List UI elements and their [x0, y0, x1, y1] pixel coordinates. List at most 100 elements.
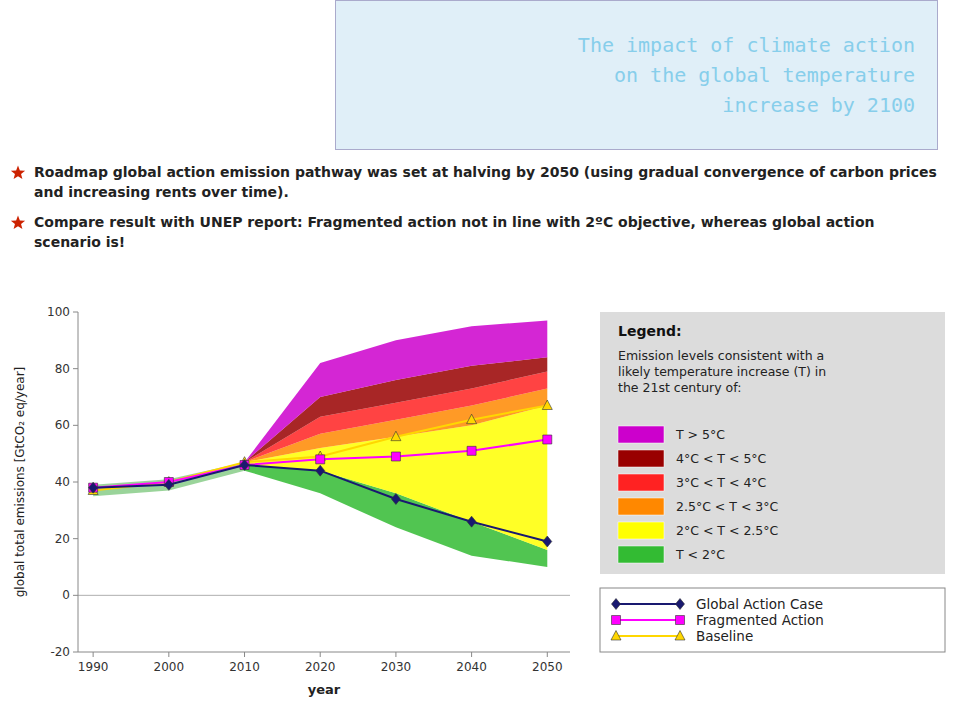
x-tick-label: 2040 [456, 660, 487, 674]
legend-swatch [618, 546, 664, 563]
y-tick [73, 595, 78, 596]
legend-swatch [618, 498, 664, 515]
chart: 1990200020102020203020402050-20020406080… [0, 0, 960, 709]
marker [240, 460, 249, 471]
x-tick [320, 652, 321, 657]
marker [542, 400, 552, 410]
marker [391, 494, 400, 505]
y-tick [73, 312, 78, 313]
y-tick-label: 100 [47, 305, 70, 319]
y-tick-label: -20 [50, 645, 70, 659]
legend-label: Fragmented Action [696, 612, 824, 628]
marker [467, 446, 476, 455]
legend-marker [676, 599, 685, 610]
x-tick [547, 652, 548, 657]
legend-label: 3°C < T < 4°C [676, 475, 767, 490]
legend-label: 4°C < T < 5°C [676, 451, 767, 466]
legend-label: 2.5°C < T < 3°C [676, 499, 779, 514]
marker [467, 414, 477, 424]
x-tick-label: 2050 [532, 660, 563, 674]
y-tick-label: 60 [55, 418, 70, 432]
y-tick-label: 0 [62, 588, 70, 602]
legend-line [616, 635, 680, 637]
series [89, 435, 552, 492]
y-tick [73, 538, 78, 539]
bullet-star [10, 163, 26, 181]
y-tick [73, 482, 78, 483]
marker [89, 483, 98, 492]
annotation: Roadmap global action emission pathway w… [34, 162, 940, 202]
annotation-row: Compare result with UNEP report: Fragmen… [10, 212, 940, 252]
legend-marker [611, 631, 621, 641]
legend-marker [675, 631, 685, 641]
band [245, 321, 548, 463]
marker [316, 455, 325, 464]
y-tick [73, 368, 78, 369]
marker [543, 435, 552, 444]
x-tick [395, 652, 396, 657]
y-tick-label: 40 [55, 475, 70, 489]
title: The impact of climate action on the glob… [578, 30, 915, 120]
x-tick [244, 652, 245, 657]
marker [467, 516, 476, 527]
annotations: Roadmap global action emission pathway w… [10, 162, 940, 262]
bullet-star [10, 213, 26, 231]
x-tick-label: 2020 [305, 660, 336, 674]
marker [543, 536, 552, 547]
legend-label: Baseline [696, 628, 753, 644]
x-tick [93, 652, 94, 657]
y-axis-label: global total emissions [GtCO₂ eq/year] [13, 367, 27, 598]
line [93, 465, 547, 542]
axes: 1990200020102020203020402050-20020406080… [47, 305, 570, 674]
x-tick-label: 1990 [78, 660, 109, 674]
legend-label: T > 5°C [675, 427, 725, 442]
line [93, 440, 547, 488]
annotation-row: Roadmap global action emission pathway w… [10, 162, 940, 202]
legend-subtitle-line: Emission levels consistent with a [618, 348, 824, 363]
marker [240, 461, 249, 470]
y-tick-label: 20 [55, 532, 70, 546]
bullet-star-shape [11, 216, 25, 230]
x-axis [78, 652, 570, 653]
x-tick-label: 2030 [381, 660, 412, 674]
legend-subtitle-line: likely temperature increase (T) in [618, 364, 826, 379]
legend-label: 2°C < T < 2.5°C [676, 523, 779, 538]
legend-label: Global Action Case [696, 596, 823, 612]
marker [89, 482, 98, 493]
plot-area [88, 321, 552, 568]
legend-subtitle-line: the 21st century of: [618, 380, 741, 395]
annotation: Compare result with UNEP report: Fragmen… [34, 212, 940, 252]
legend-box [600, 588, 945, 652]
marker [391, 452, 400, 461]
x-tick-label: 2000 [154, 660, 185, 674]
legend-line [616, 619, 680, 621]
y-tick-label: 80 [55, 362, 70, 376]
legend-title: Legend: [618, 323, 682, 339]
legend-swatch [618, 474, 664, 491]
marker [316, 465, 325, 476]
x-tick [471, 652, 472, 657]
legend-marker [676, 616, 685, 625]
x-tick [168, 652, 169, 657]
marker [391, 431, 401, 441]
line [93, 406, 547, 491]
band-legend: Legend: Emission levels consistent with a… [600, 312, 945, 574]
legend-swatch [618, 426, 664, 443]
series [88, 400, 552, 495]
x-axis-label: year [308, 682, 341, 697]
series [89, 460, 552, 548]
legend-swatch [618, 450, 664, 467]
marker [164, 479, 173, 490]
legend-marker [612, 599, 621, 610]
line-legend: Global Action CaseFragmented ActionBasel… [600, 588, 945, 652]
y-tick [73, 425, 78, 426]
legend-box [600, 312, 945, 574]
title-box: The impact of climate action on the glob… [335, 0, 938, 150]
legend-subtitle: Emission levels consistent with alikely … [618, 348, 826, 395]
legend-line [616, 603, 680, 605]
legend-label: T < 2°C [675, 547, 725, 562]
zero-line [78, 595, 570, 596]
x-tick-label: 2010 [229, 660, 260, 674]
legend-swatch [618, 522, 664, 539]
bullet-star-shape [11, 166, 25, 180]
